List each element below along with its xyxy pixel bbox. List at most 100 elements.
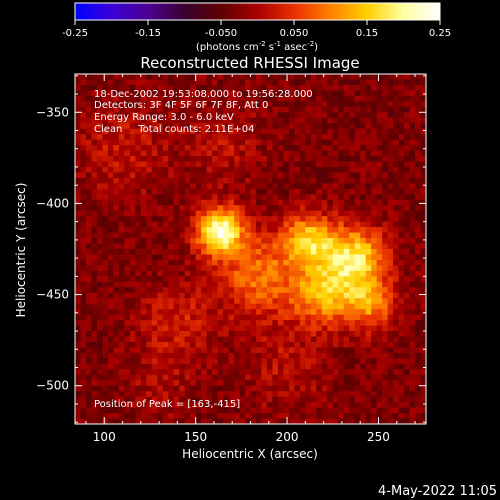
heatmap-cell: [349, 95, 356, 102]
heatmap-cell: [404, 309, 411, 316]
heatmap-cell: [404, 385, 411, 392]
heatmap-cell: [349, 172, 356, 179]
heatmap-cell: [420, 90, 426, 97]
heatmap-cell: [140, 199, 147, 206]
heatmap-cell: [310, 112, 317, 119]
heatmap-cell: [299, 199, 306, 206]
heatmap-cell: [393, 232, 400, 239]
heatmap-cell: [272, 84, 279, 92]
heatmap-cell: [113, 281, 120, 288]
heatmap-cell: [234, 139, 241, 146]
heatmap-cell: [321, 210, 328, 217]
heatmap-cell: [85, 221, 93, 228]
heatmap-cell: [277, 292, 284, 299]
heatmap-cell: [168, 407, 175, 414]
heatmap-cell: [195, 128, 202, 135]
heatmap-cell: [354, 281, 361, 288]
heatmap-cell: [387, 413, 394, 420]
heatmap-cell: [140, 243, 147, 250]
heatmap-cell: [360, 150, 367, 157]
heatmap-cell: [387, 232, 394, 239]
heatmap-cell: [91, 238, 98, 245]
heatmap-cell: [343, 309, 350, 316]
heatmap-cell: [184, 418, 191, 424]
heatmap-cell: [228, 172, 235, 179]
heatmap-cell: [151, 95, 158, 102]
heatmap-cell: [371, 385, 378, 392]
heatmap-cell: [140, 369, 147, 376]
heatmap-cell: [360, 161, 367, 168]
heatmap-cell: [316, 298, 323, 305]
heatmap-cell: [190, 320, 197, 327]
heatmap-cell: [261, 227, 268, 234]
heatmap-cell: [206, 227, 213, 234]
heatmap-cell: [409, 227, 416, 234]
heatmap-cell: [349, 314, 356, 321]
heatmap-cell: [85, 150, 93, 157]
heatmap-cell: [354, 139, 361, 146]
heatmap-cell: [327, 106, 334, 113]
colorbar-tick-label: 0.050: [280, 28, 309, 39]
heatmap-cell: [206, 292, 213, 299]
heatmap-cell: [151, 227, 158, 234]
heatmap-cell: [80, 265, 87, 272]
heatmap-cell: [162, 347, 169, 354]
heatmap-cell: [190, 101, 197, 108]
heatmap-cell: [212, 249, 219, 256]
heatmap-cell: [354, 210, 361, 217]
heatmap-cell: [234, 221, 241, 228]
heatmap-cell: [305, 413, 312, 420]
heatmap-cell: [212, 281, 219, 288]
heatmap-cell: [206, 303, 213, 310]
heatmap-cell: [382, 281, 389, 288]
heatmap-cell: [382, 363, 389, 370]
heatmap-cell: [327, 232, 334, 239]
heatmap-cell: [332, 161, 339, 168]
heatmap-cell: [420, 254, 426, 261]
heatmap-cell: [338, 79, 345, 86]
heatmap-cell: [118, 270, 125, 277]
heatmap-cell: [365, 265, 372, 272]
heatmap-cell: [404, 352, 411, 359]
heatmap-cell: [332, 396, 339, 403]
heatmap-cell: [255, 221, 263, 228]
heatmap-cell: [261, 281, 268, 288]
heatmap-cell: [409, 210, 416, 217]
heatmap-cell: [190, 216, 197, 223]
heatmap-cell: [190, 325, 197, 332]
heatmap-cell: [206, 106, 213, 113]
heatmap-cell: [239, 156, 246, 163]
heatmap-cell: [157, 172, 164, 179]
heatmap-cell: [371, 156, 378, 163]
heatmap-cell: [75, 325, 82, 332]
heatmap-cell: [85, 156, 93, 163]
heatmap-cell: [201, 243, 208, 250]
heatmap-cell: [212, 101, 219, 108]
heatmap-cell: [234, 331, 241, 338]
heatmap-cell: [184, 221, 191, 228]
heatmap-cell: [135, 145, 142, 152]
heatmap-cell: [376, 369, 383, 376]
heatmap-cell: [129, 216, 136, 223]
heatmap-cell: [305, 407, 312, 414]
heatmap-cell: [168, 95, 175, 102]
heatmap-cell: [195, 374, 202, 381]
heatmap-cell: [140, 166, 147, 174]
heatmap-cell: [234, 183, 241, 190]
heatmap-cell: [398, 117, 405, 124]
heatmap-cell: [184, 90, 191, 97]
heatmap-cell: [223, 352, 230, 359]
heatmap-cell: [190, 407, 197, 414]
heatmap-cell: [354, 249, 361, 256]
heatmap-cell: [387, 374, 394, 381]
heatmap-cell: [212, 106, 219, 113]
heatmap-cell: [129, 276, 136, 283]
heatmap-cell: [201, 270, 208, 277]
heatmap-cell: [266, 117, 274, 124]
heatmap-cell: [305, 287, 312, 294]
heatmap-cell: [91, 156, 98, 163]
heatmap-cell: [135, 358, 142, 365]
heatmap-cell: [343, 352, 350, 359]
heatmap-cell: [316, 74, 323, 81]
heatmap-cell: [321, 238, 328, 245]
